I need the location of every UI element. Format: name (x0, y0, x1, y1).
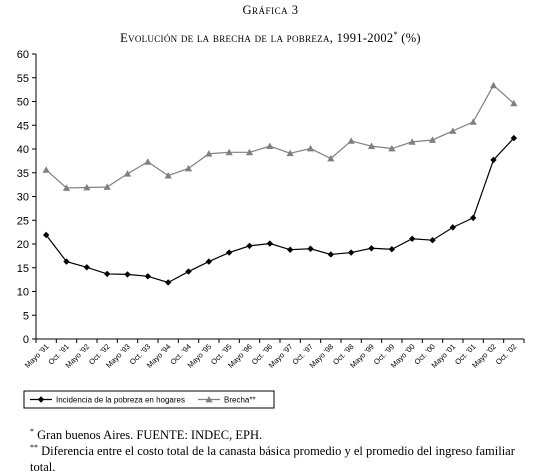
series-2-point (205, 150, 213, 157)
series-2-point (367, 142, 376, 150)
series-2-point (469, 118, 477, 125)
series-2-point (123, 170, 132, 177)
series-2-point (306, 144, 315, 152)
series-1-point (205, 258, 213, 265)
legend-marker-2 (205, 395, 213, 403)
series-2-point (449, 127, 457, 134)
series-2-point (83, 183, 91, 191)
series-1-point (388, 246, 396, 253)
series-2-point (103, 183, 111, 190)
legend-label-1: Incidencia de la pobreza en hogares (56, 396, 185, 405)
series-1-point (429, 237, 436, 244)
series-1-point (347, 249, 355, 256)
series-line-1 (45, 137, 515, 284)
series-line-2 (45, 84, 515, 189)
footnote-1: * Gran buenos Aires. FUENTE: INDEC, EPH. (30, 424, 262, 443)
series-1-point (449, 224, 457, 231)
series-1-point (246, 242, 253, 250)
series-1-point (83, 264, 91, 271)
chart-title: Evolución de la brecha de la pobreza, 19… (0, 30, 541, 46)
chart-title-unit: (%) (401, 31, 421, 46)
y-tick-label: 10 (17, 287, 29, 299)
legend-box (23, 390, 275, 409)
series-2-point (245, 148, 254, 156)
footnote-1-mark: * (30, 427, 34, 436)
y-tick-label: 60 (17, 49, 29, 61)
series-2-point (164, 172, 172, 179)
chart-title-mark: * (393, 30, 398, 39)
series-1-point (307, 245, 314, 252)
x-tick-label: Mayo '91 (23, 342, 51, 370)
series-2-point (62, 184, 71, 191)
series-1-point (469, 214, 477, 222)
series-2-point (408, 138, 416, 145)
y-tick-label: 15 (17, 263, 29, 275)
legend-label-2: Brecha** (224, 396, 256, 405)
series-2-point (388, 144, 396, 152)
series-1-point (510, 134, 518, 142)
series-1-point (408, 235, 416, 242)
y-tick-label: 50 (17, 97, 29, 109)
series-1-point (225, 249, 233, 256)
series-1-point (368, 245, 375, 252)
y-tick-label: 35 (17, 168, 29, 180)
y-tick-label: 25 (17, 215, 29, 227)
x-tick-label: Oct. '02 (494, 342, 518, 366)
series-2-point (510, 99, 518, 107)
series-1-point (266, 240, 274, 247)
series-2-point (266, 142, 274, 150)
footnote-1-text: Gran buenos Aires. FUENTE: INDEC, EPH. (37, 428, 263, 443)
series-1-point (144, 273, 152, 280)
series-1-point (286, 246, 294, 253)
series-1-point (103, 270, 111, 278)
series-1-point (164, 279, 172, 286)
y-tick-label: 5 (23, 310, 29, 322)
legend-marker-1 (37, 396, 45, 403)
series-2-point (286, 149, 294, 157)
series-2-point (184, 164, 193, 172)
series-2-point (144, 158, 152, 165)
series-1-point (490, 156, 497, 164)
series-2-point (327, 154, 335, 162)
footnote-2-text: Diferencia entre el costo total de la ca… (30, 444, 515, 475)
chart-heading: Gráfica 3 (242, 3, 299, 17)
chart-title-text: Evolución de la brecha de la pobreza, 19… (120, 31, 394, 46)
y-tick-label: 0 (23, 334, 29, 346)
series-2-point (489, 81, 498, 89)
series-2-point (347, 137, 355, 144)
y-tick-label: 45 (17, 120, 29, 132)
y-tick-label: 20 (17, 239, 29, 251)
series-1-point (327, 251, 335, 258)
series-2-point (428, 136, 437, 143)
footnote-2: ** Diferencia entre el costo total de la… (30, 440, 535, 475)
y-tick-label: 55 (17, 73, 29, 85)
series-2-point (225, 148, 233, 156)
series-1-point (63, 258, 70, 265)
series-2-point (42, 166, 50, 173)
series-1-point (185, 268, 192, 275)
series-1-point (124, 271, 131, 278)
series-1-point (42, 231, 50, 239)
y-tick-label: 30 (17, 192, 29, 204)
footnote-2-mark: ** (30, 443, 38, 452)
y-tick-label: 40 (17, 144, 29, 156)
